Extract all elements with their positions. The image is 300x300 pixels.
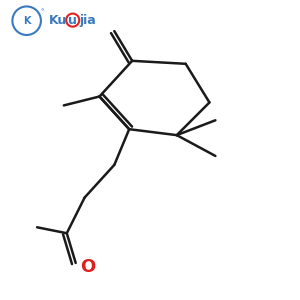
Text: Ku: Ku: [49, 14, 67, 27]
Text: K: K: [23, 16, 30, 26]
Text: u: u: [68, 14, 77, 27]
Text: jia: jia: [80, 14, 96, 27]
Text: °: °: [40, 9, 44, 15]
Text: O: O: [80, 258, 95, 276]
